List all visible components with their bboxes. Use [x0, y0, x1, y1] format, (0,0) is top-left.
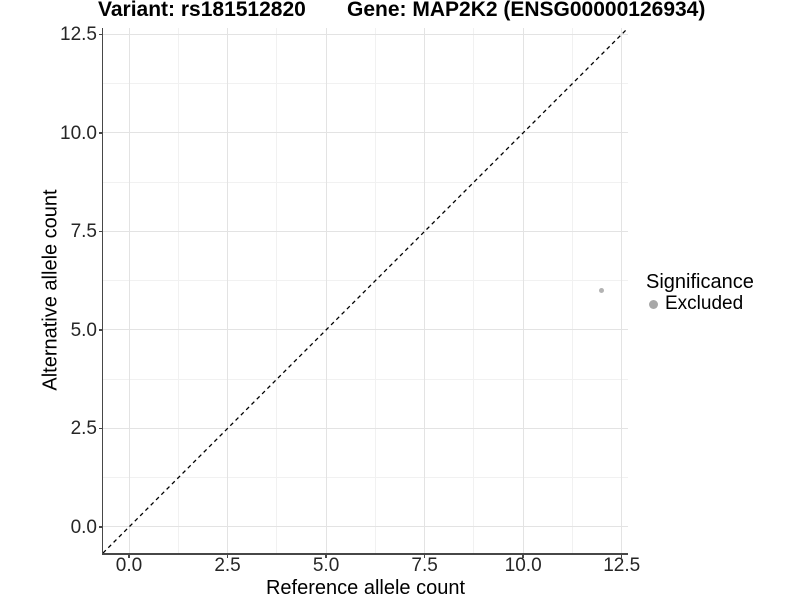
- x-axis-title: Reference allele count: [265, 577, 465, 599]
- legend: Significance Excluded: [646, 270, 754, 314]
- legend-title: Significance: [646, 271, 754, 293]
- x-tick-label: 10.0: [504, 555, 542, 576]
- major-gridline-h: [103, 526, 628, 528]
- y-tick-mark: [98, 526, 102, 528]
- x-tick-label: 2.5: [214, 555, 241, 576]
- x-tick-mark: [423, 554, 426, 558]
- y-tick-mark: [98, 230, 102, 233]
- plot-title-gene: Gene: MAP2K2 (ENSG00000126934): [347, 0, 706, 21]
- major-gridline-h: [103, 33, 628, 35]
- x-tick-label: 12.5: [603, 555, 641, 576]
- minor-gridline-v: [473, 28, 475, 553]
- legend-item-label: Excluded: [665, 293, 744, 314]
- x-tick-label: 0.0: [115, 555, 143, 576]
- x-tick-label: 5.0: [312, 555, 340, 576]
- major-gridline-v: [128, 28, 130, 553]
- major-gridline-v: [325, 28, 327, 553]
- y-tick-label: 7.5: [70, 221, 97, 243]
- x-tick-mark: [620, 554, 623, 558]
- minor-gridline-h: [103, 378, 628, 380]
- minor-gridline-h: [103, 181, 628, 183]
- y-tick-mark: [98, 33, 102, 36]
- minor-gridline-v: [374, 28, 376, 553]
- major-gridline-v: [424, 28, 426, 553]
- minor-gridline-h: [103, 280, 628, 282]
- minor-gridline-h: [103, 83, 628, 85]
- major-gridline-v: [227, 28, 229, 553]
- minor-gridline-v: [177, 28, 179, 553]
- y-tick-label: 10.0: [60, 122, 97, 144]
- major-gridline-v: [522, 28, 524, 553]
- x-tick-mark: [325, 554, 327, 558]
- x-tick-mark: [522, 554, 524, 558]
- plot-title-variant: Variant: rs181512820: [98, 0, 306, 21]
- major-gridline-h: [103, 329, 628, 331]
- y-tick-label: 0.0: [70, 516, 97, 538]
- major-gridline-v: [621, 28, 623, 553]
- x-tick-label: 7.5: [411, 555, 438, 576]
- y-tick-mark: [98, 132, 102, 134]
- minor-gridline-v: [571, 28, 573, 553]
- identity-line: [103, 28, 628, 553]
- y-axis-line: [101, 28, 103, 555]
- data-point: [599, 288, 605, 293]
- minor-gridline-v: [276, 28, 278, 553]
- y-tick-mark: [98, 427, 102, 430]
- minor-gridline-h: [103, 477, 628, 479]
- major-gridline-h: [103, 427, 628, 429]
- legend-item-excluded: Excluded: [646, 294, 754, 314]
- y-tick-label: 5.0: [70, 319, 97, 341]
- major-gridline-h: [103, 132, 628, 134]
- major-gridline-h: [103, 230, 628, 232]
- y-tick-label: 12.5: [60, 24, 97, 46]
- y-tick-label: 2.5: [70, 418, 97, 440]
- plot-panel: [103, 28, 628, 553]
- legend-point-icon: [649, 299, 658, 309]
- x-tick-mark: [226, 554, 229, 558]
- y-tick-mark: [98, 329, 102, 331]
- x-axis-line: [101, 553, 628, 555]
- y-axis-title: Alternative allele count: [39, 189, 62, 391]
- x-tick-mark: [128, 554, 130, 558]
